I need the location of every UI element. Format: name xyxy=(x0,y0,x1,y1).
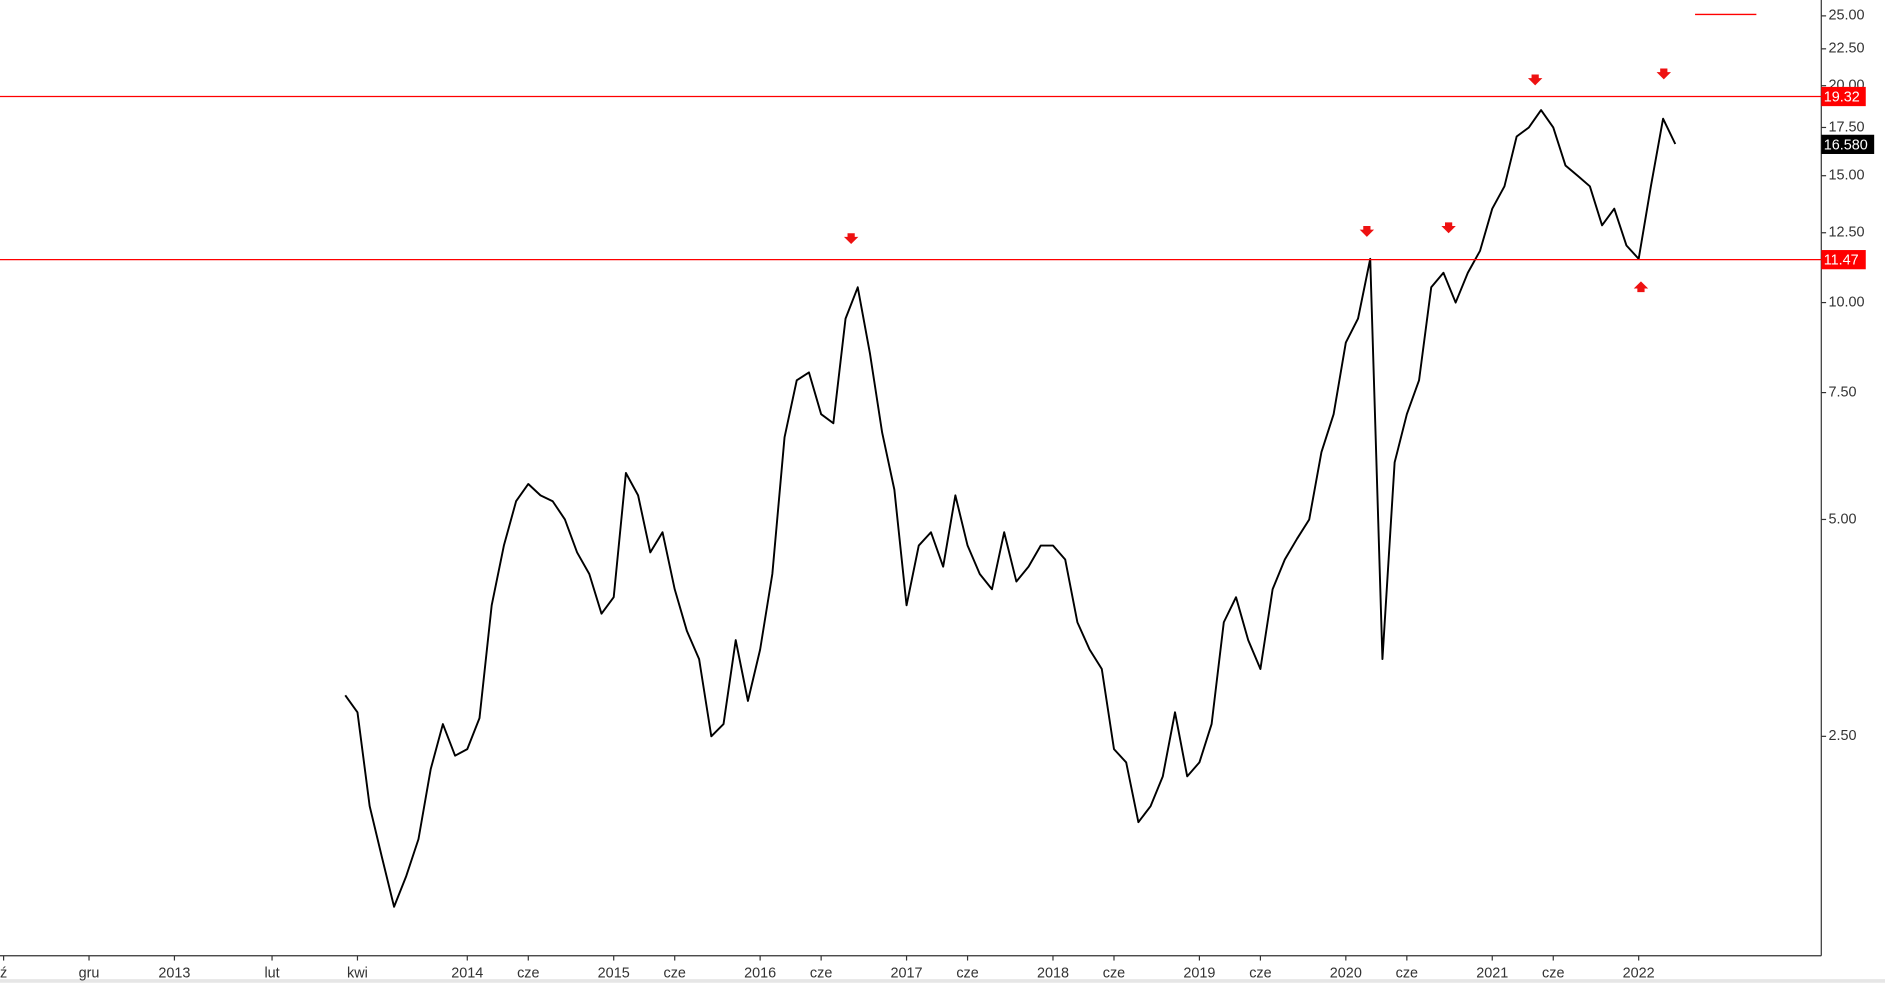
y-tick-label: 7.50 xyxy=(1828,384,1856,400)
arrow-down xyxy=(1359,226,1375,237)
x-tick-label: cze xyxy=(517,966,539,982)
x-tick-label: ź xyxy=(0,966,7,982)
x-tick-label: 2018 xyxy=(1037,966,1069,982)
x-tick-label: cze xyxy=(810,966,832,982)
markers xyxy=(843,68,1672,293)
x-tick-label: 2014 xyxy=(451,966,483,982)
x-tick-label: cze xyxy=(1542,966,1564,982)
x-tick-label: kwi xyxy=(347,966,368,982)
last-price-box xyxy=(1821,134,1875,154)
plot-area xyxy=(344,109,1677,908)
x-tick-label: 2019 xyxy=(1183,966,1215,982)
price-line xyxy=(344,109,1677,908)
x-tick-label: 2021 xyxy=(1476,966,1508,982)
x-tick-label: 2020 xyxy=(1330,966,1362,982)
x-tick-label: 2017 xyxy=(891,966,923,982)
arrow-down xyxy=(1656,68,1672,80)
level-label: 19.32 xyxy=(1824,90,1860,106)
y-tick-label: 15.00 xyxy=(1828,168,1864,184)
y-tick-label: 12.50 xyxy=(1828,225,1864,241)
level-label: 11.47 xyxy=(1824,253,1859,269)
level-label-box xyxy=(1821,250,1866,270)
x-tick-label: 2015 xyxy=(598,966,630,982)
y-tick-label: 5.00 xyxy=(1828,511,1856,527)
y-tick-label: 22.50 xyxy=(1828,41,1864,57)
x-tick-label: cze xyxy=(1249,966,1271,982)
arrow-down xyxy=(843,233,859,245)
x-tick-label: cze xyxy=(1103,966,1125,982)
level-label-box xyxy=(1821,86,1866,107)
x-tick-label: 2022 xyxy=(1623,966,1655,982)
x-tick-label: gru xyxy=(79,966,100,982)
x-tick-label: cze xyxy=(1396,966,1418,982)
x-tick-label: cze xyxy=(956,966,978,982)
y-tick-label: 25.00 xyxy=(1828,8,1864,24)
y-tick-label: 17.50 xyxy=(1828,119,1864,135)
x-tick-label: 2016 xyxy=(744,966,776,982)
x-tick-label: lut xyxy=(264,966,279,982)
y-tick-label: 2.50 xyxy=(1828,728,1856,744)
x-tick-label: cze xyxy=(664,966,686,982)
y-tick-label: 10.00 xyxy=(1828,294,1864,310)
arrow-down xyxy=(1527,74,1543,86)
x-tick-label: 2013 xyxy=(158,966,190,982)
last-price-label: 16.580 xyxy=(1824,137,1868,153)
